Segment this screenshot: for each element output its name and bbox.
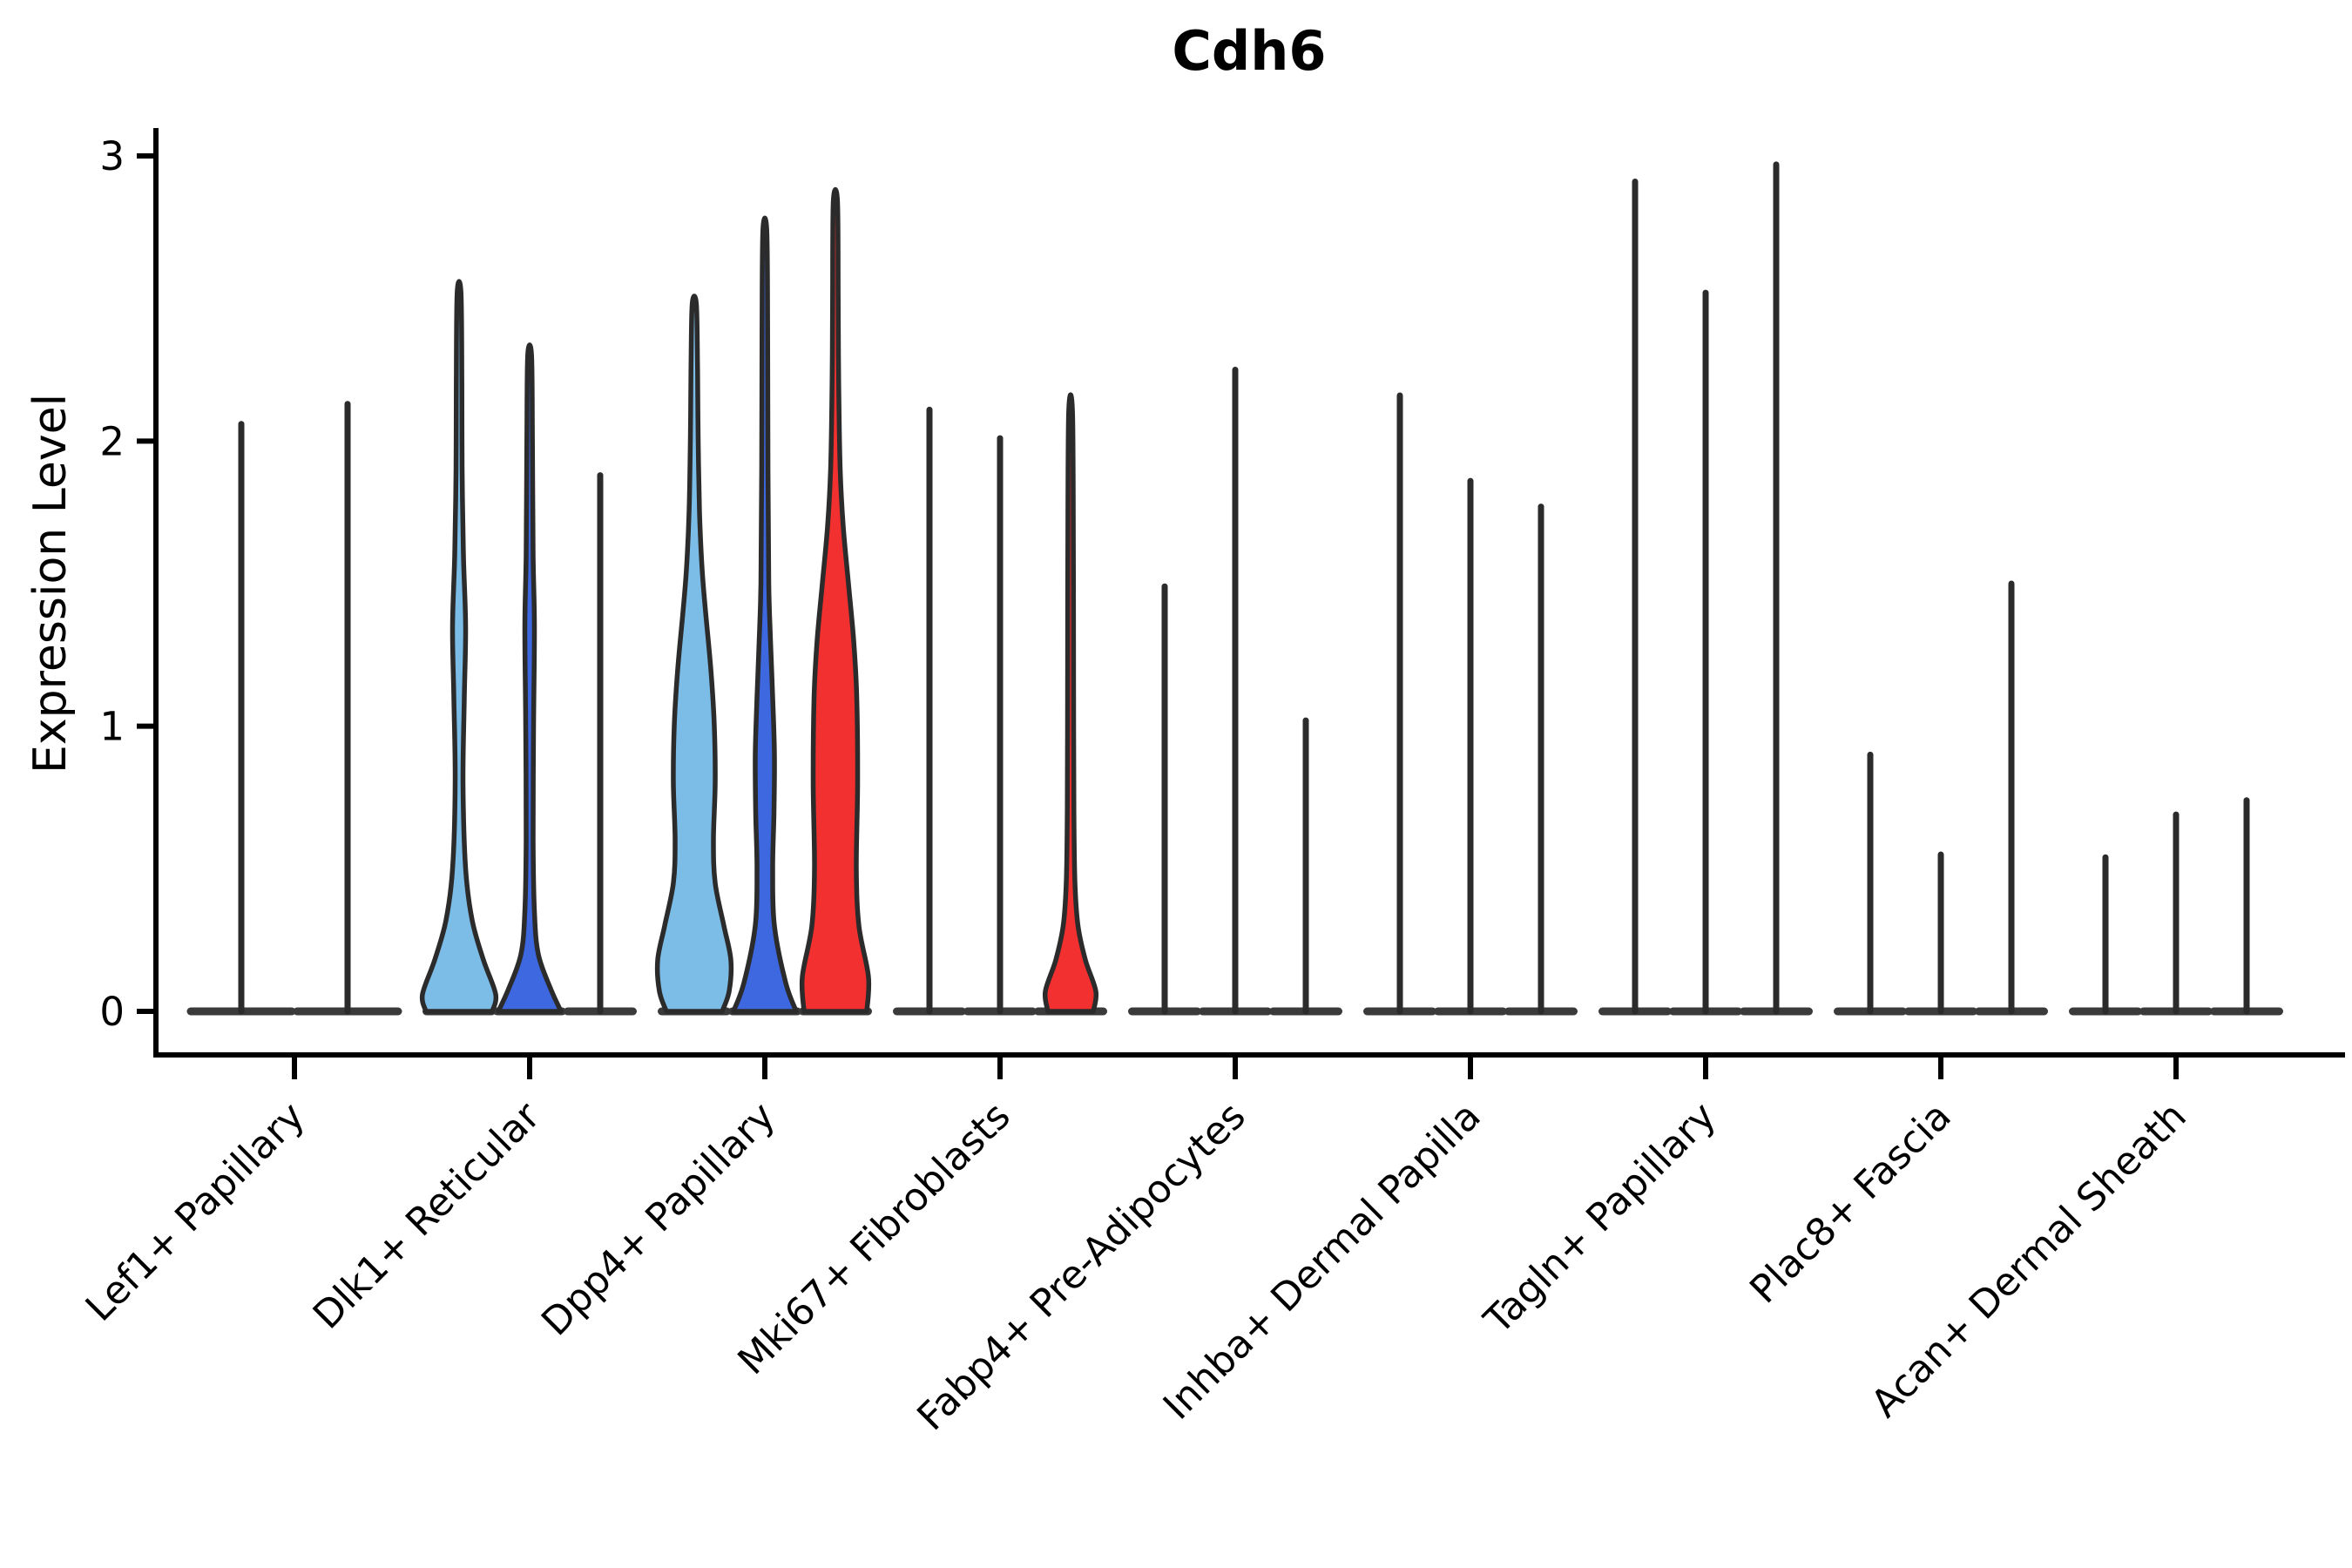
y-tick-label: 2 — [99, 418, 125, 464]
violin-red — [1042, 392, 1099, 1014]
y-tick-label: 0 — [99, 989, 125, 1035]
x-category-label: Dpp4+ Papillary — [533, 1094, 784, 1345]
x-category-label: Lef1+ Papillary — [78, 1094, 314, 1330]
x-category-label: Tagln+ Papillary — [1476, 1094, 1725, 1343]
plot-title: Cdh6 — [1172, 19, 1327, 83]
violin-dark_blue — [496, 342, 564, 1014]
violin-red — [799, 186, 872, 1014]
y-tick-label: 3 — [99, 133, 125, 179]
x-category-label: Dlk1+ Reticular — [305, 1093, 550, 1338]
violin-dark_blue — [731, 215, 799, 1014]
x-category-label: Plac8+ Fascia — [1741, 1094, 1960, 1313]
violin-light_blue — [654, 294, 734, 1014]
violin-light_blue — [419, 279, 499, 1014]
y-tick-label: 1 — [99, 704, 125, 750]
